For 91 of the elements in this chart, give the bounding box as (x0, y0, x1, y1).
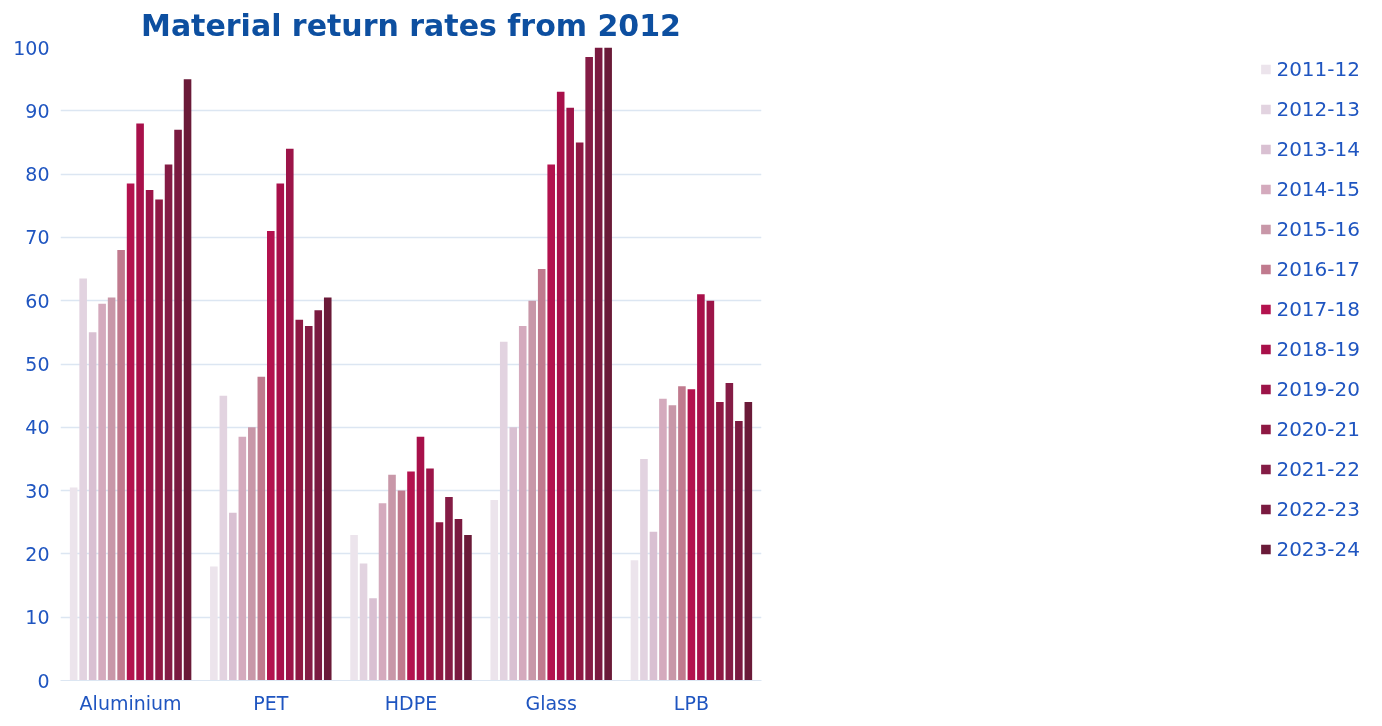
legend-label: 2021-22 (1276, 457, 1360, 481)
legend-label: 2022-23 (1276, 497, 1360, 521)
bar (706, 300, 715, 681)
bar (566, 107, 574, 681)
bar (174, 129, 182, 681)
x-tick-label: PET (253, 691, 289, 714)
bar (547, 164, 555, 681)
bar (435, 522, 444, 681)
bar (649, 531, 658, 681)
bar (604, 47, 612, 681)
y-tick-label: 50 (25, 353, 50, 375)
bar (735, 420, 743, 681)
y-tick-label: 0 (37, 669, 50, 692)
bar (117, 250, 125, 681)
bar (537, 269, 546, 681)
bar (323, 297, 332, 681)
bar (640, 458, 648, 681)
bar (697, 294, 705, 681)
bar (229, 512, 237, 681)
y-tick-label: 60 (25, 289, 50, 312)
legend-label: 2012-13 (1276, 97, 1360, 121)
x-tick-label: Glass (525, 691, 577, 714)
bar (594, 47, 603, 681)
y-tick-label: 20 (25, 542, 50, 565)
legend-label: 2018-19 (1276, 337, 1360, 361)
bar (219, 395, 228, 681)
bar (359, 563, 368, 681)
bar (407, 471, 415, 681)
bar (285, 148, 294, 681)
bar (183, 79, 192, 681)
bar (426, 468, 434, 681)
bar (725, 382, 734, 681)
y-tick-label: 10 (25, 606, 50, 629)
bar (98, 303, 106, 681)
x-tick-label: Aluminium (79, 691, 182, 714)
bar (295, 319, 304, 681)
y-tick-label: 100 (13, 36, 50, 59)
bar (126, 183, 135, 681)
bar (668, 405, 677, 681)
bar (164, 164, 173, 681)
bar (145, 189, 154, 681)
legend-label: 2014-15 (1276, 177, 1360, 201)
bar (499, 341, 508, 681)
bar (678, 386, 686, 681)
bar (744, 401, 753, 681)
bar (248, 427, 256, 681)
bar (136, 123, 144, 681)
x-tick-label: LPB (673, 691, 709, 714)
bar (687, 389, 696, 681)
y-tick-label: 90 (25, 99, 50, 122)
bar (397, 490, 406, 681)
legend-label: 2016-17 (1276, 257, 1360, 281)
bar (388, 474, 396, 681)
bar (210, 566, 218, 681)
bar (257, 376, 266, 681)
y-tick-label: 70 (25, 226, 50, 249)
bar (659, 398, 667, 681)
bar (454, 519, 463, 681)
bar (716, 401, 724, 681)
legend-label: 2017-18 (1276, 297, 1360, 321)
bar (350, 534, 358, 681)
bar (556, 91, 565, 681)
bar (107, 297, 116, 681)
bar (79, 278, 87, 681)
bar (69, 487, 78, 681)
bar (155, 199, 163, 681)
bar (528, 300, 537, 681)
legend-label: 2013-14 (1276, 137, 1360, 161)
bar (445, 496, 453, 681)
bar (575, 142, 584, 681)
legend-label: 2023-24 (1276, 537, 1360, 561)
bar (585, 56, 593, 681)
chart-title: Material return rates from 2012 (141, 7, 681, 43)
legend-label: 2020-21 (1276, 417, 1360, 441)
y-tick-label: 30 (25, 479, 50, 502)
bar (630, 560, 639, 681)
bar (416, 436, 425, 681)
bar (490, 500, 499, 681)
bar (509, 427, 518, 681)
legend-label: 2019-20 (1276, 377, 1360, 401)
bar (378, 503, 387, 681)
y-tick-label: 80 (25, 163, 50, 186)
bar (464, 534, 472, 681)
legend-label: 2015-16 (1276, 217, 1360, 241)
bar (88, 332, 97, 681)
x-tick-label: HDPE (384, 691, 438, 714)
bar (369, 598, 377, 681)
bar (518, 326, 527, 681)
bar (238, 436, 247, 681)
legend-label: 2011-12 (1276, 57, 1360, 81)
y-tick-label: 40 (25, 416, 50, 439)
